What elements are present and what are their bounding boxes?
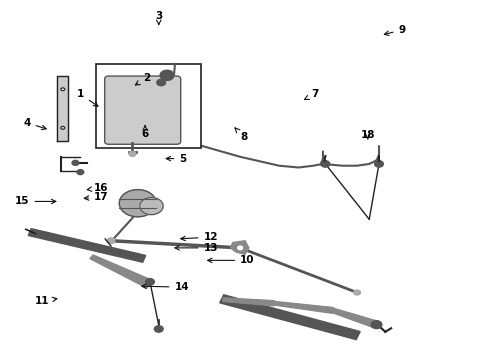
Circle shape (61, 88, 65, 91)
Circle shape (77, 170, 84, 175)
Circle shape (321, 161, 330, 167)
Polygon shape (28, 229, 146, 262)
Polygon shape (230, 241, 249, 254)
Circle shape (119, 190, 156, 217)
Text: 15: 15 (15, 197, 56, 206)
Polygon shape (57, 76, 68, 141)
FancyBboxPatch shape (105, 76, 181, 144)
FancyBboxPatch shape (97, 64, 201, 148)
Text: 17: 17 (84, 192, 109, 202)
Circle shape (154, 326, 163, 332)
Text: 8: 8 (235, 128, 247, 142)
Text: 7: 7 (305, 89, 318, 99)
Text: 14: 14 (142, 282, 189, 292)
Text: 6: 6 (142, 126, 149, 139)
Text: 10: 10 (208, 255, 255, 265)
Text: 3: 3 (155, 11, 162, 24)
Circle shape (140, 198, 163, 215)
Circle shape (61, 126, 65, 129)
Text: 1: 1 (77, 89, 98, 106)
Circle shape (160, 70, 174, 80)
Text: 12: 12 (181, 232, 218, 242)
Polygon shape (90, 255, 153, 288)
Text: 4: 4 (23, 118, 46, 130)
Text: 13: 13 (175, 243, 218, 253)
Circle shape (107, 238, 115, 244)
Polygon shape (332, 309, 379, 328)
Text: 9: 9 (384, 25, 406, 35)
Circle shape (160, 70, 174, 80)
Polygon shape (220, 295, 360, 339)
Text: 11: 11 (35, 296, 57, 306)
Circle shape (72, 160, 79, 165)
Text: 5: 5 (166, 154, 187, 163)
Polygon shape (223, 298, 274, 306)
Text: 2: 2 (135, 73, 150, 85)
Polygon shape (274, 301, 333, 313)
Text: 16: 16 (87, 183, 108, 193)
Circle shape (129, 152, 136, 157)
Circle shape (236, 245, 244, 251)
Circle shape (374, 161, 383, 167)
Circle shape (238, 246, 243, 249)
Circle shape (146, 279, 154, 285)
Text: 18: 18 (361, 130, 375, 140)
Circle shape (354, 290, 361, 295)
Circle shape (371, 321, 382, 329)
Circle shape (157, 79, 166, 86)
